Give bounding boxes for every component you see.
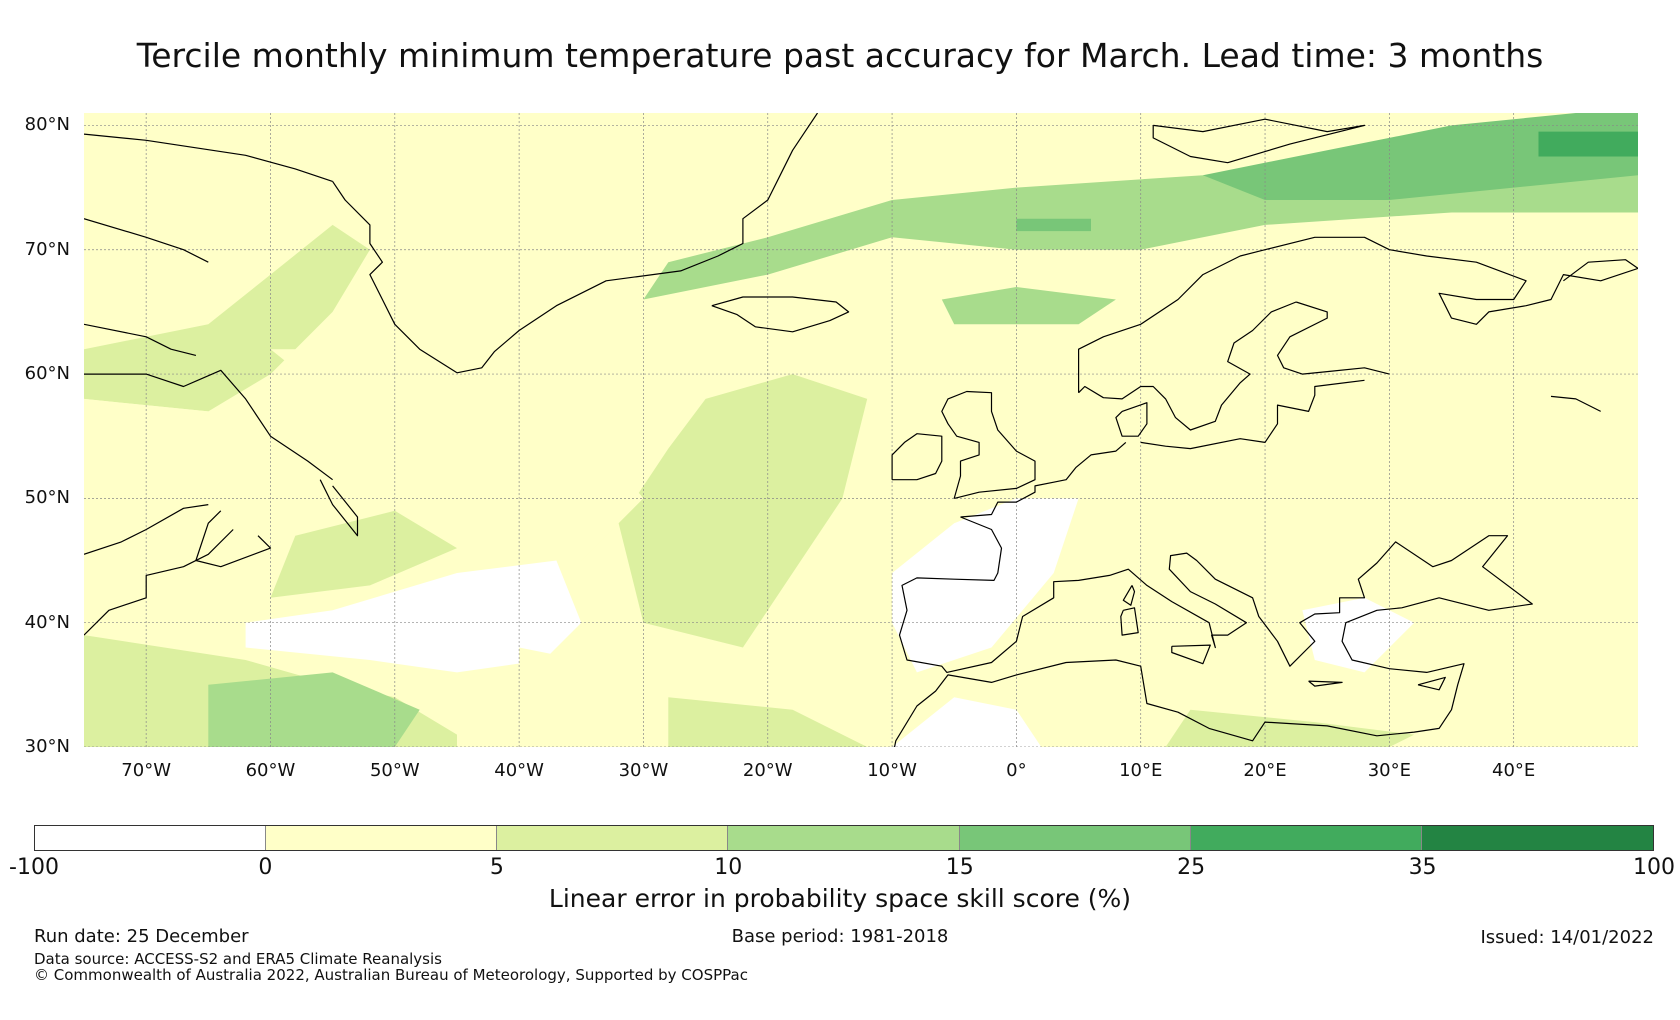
colorbar-tick-label: 5: [489, 855, 504, 880]
coastline-23: [1308, 680, 1343, 687]
coastline-9: [711, 296, 850, 333]
skill-region-19: [879, 386, 980, 474]
skill-region-2: [84, 398, 296, 573]
lon-label: 40°E: [1492, 760, 1536, 781]
colorbar-tick-label: 100: [1633, 855, 1675, 880]
lon-label: 50°W: [369, 760, 420, 781]
coastline-0: [84, 133, 333, 182]
skill-region-7: [1016, 218, 1091, 232]
colorbar-tick-label: 15: [945, 855, 974, 880]
lat-label: 80°N: [24, 114, 70, 136]
lat-label: 30°N: [24, 736, 70, 757]
coastline-26: [1550, 395, 1601, 412]
skill-region-6: [1538, 131, 1638, 157]
coastline-27: [1563, 259, 1638, 282]
lon-label: 30°W: [618, 760, 669, 781]
coastlines: [84, 113, 1638, 747]
coastline-10: [891, 433, 943, 481]
colorbar: [34, 825, 1654, 851]
colorbar-segment: [266, 826, 498, 850]
skill-region-23: [1165, 709, 1415, 747]
coastline-12: [893, 516, 1533, 747]
colorbar-tick-label: 25: [1177, 855, 1206, 880]
coastline-24: [1417, 676, 1446, 691]
coastline-15: [1078, 301, 1297, 431]
data-source: Data source: ACCESS-S2 and ERA5 Climate …: [34, 950, 442, 968]
run-date: Run date: 25 December: [34, 926, 249, 947]
skill-region-12: [245, 560, 582, 673]
skill-region-14: [208, 672, 420, 747]
colorbar-segment: [728, 826, 960, 850]
colorbar-tick-label: -100: [9, 855, 59, 880]
colorbar-tick-label: 10: [714, 855, 743, 880]
coastline-2: [456, 113, 818, 374]
colorbar-segment: [1190, 826, 1422, 850]
colorbar-segment: [1421, 826, 1653, 850]
coastline-21: [1122, 585, 1136, 606]
base-period: Base period: 1981-2018: [731, 926, 949, 947]
lon-label: 10°W: [867, 760, 917, 781]
lon-label: 60°W: [245, 760, 296, 781]
skill-region-9: [618, 374, 868, 648]
lat-label: 70°N: [24, 238, 70, 260]
coastline-6: [195, 510, 272, 568]
lat-label: 40°N: [24, 611, 70, 633]
map-canvas: [84, 113, 1638, 747]
lon-label: 30°E: [1367, 760, 1411, 781]
skill-regions: [84, 113, 1638, 747]
skill-region-0: [84, 125, 395, 225]
skill-region-10: [394, 411, 644, 573]
coastline-7: [84, 529, 234, 636]
lon-label: 20°E: [1243, 760, 1287, 781]
lon-label: 70°W: [121, 760, 171, 781]
lon-label: 40°W: [494, 760, 544, 781]
issued-date: Issued: 14/01/2022: [1480, 927, 1654, 948]
skill-region-1: [84, 224, 370, 412]
coastline-1: [332, 181, 458, 374]
coastline-25: [1152, 118, 1366, 164]
skill-score-map: [84, 113, 1638, 747]
coastline-14: [1276, 301, 1390, 375]
lat-label: 60°N: [24, 363, 70, 385]
coastline-5: [84, 369, 333, 481]
colorbar-label: Linear error in probability space skill …: [548, 884, 1132, 913]
lon-label: 0°: [1006, 760, 1027, 781]
copyright: © Commonwealth of Australia 2022, Austra…: [34, 966, 748, 984]
skill-region-21: [1464, 535, 1638, 660]
map-title: Tercile monthly minimum temperature past…: [136, 36, 1544, 75]
coastline-3: [84, 218, 209, 263]
lon-label: 20°W: [742, 760, 793, 781]
coastline-13: [1077, 236, 1638, 393]
coastline-4: [84, 323, 197, 356]
coastline-19: [84, 504, 209, 555]
skill-region-17: [892, 498, 1079, 673]
graticule: [84, 113, 1638, 747]
skill-region-11: [270, 510, 457, 598]
coastline-17: [960, 441, 1127, 518]
colorbar-tick-label: 35: [1408, 855, 1437, 880]
skill-region-8: [941, 287, 1116, 325]
coastline-20: [1120, 607, 1139, 636]
lon-label: 10°E: [1119, 760, 1163, 781]
skill-region-24: [1302, 597, 1415, 673]
skill-region-5: [1202, 113, 1638, 200]
colorbar-segment: [497, 826, 729, 850]
lat-label: 50°N: [24, 487, 70, 509]
colorbar-tick-label: 0: [258, 855, 273, 880]
skill-region-22: [1165, 647, 1514, 723]
coastline-16: [1115, 402, 1148, 437]
skill-region-18: [892, 697, 1042, 747]
coastline-18: [1140, 379, 1365, 450]
coastline-22: [1171, 644, 1211, 665]
colorbar-segment: [959, 826, 1191, 850]
colorbar-segment: [35, 826, 267, 850]
skill-region-20: [1078, 299, 1638, 474]
coastline-11: [941, 390, 1036, 499]
coastline-8: [319, 479, 359, 537]
